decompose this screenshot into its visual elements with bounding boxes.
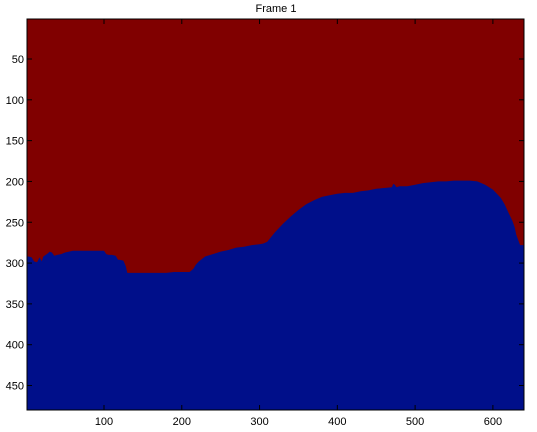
y-tick-label: 300 <box>6 258 24 270</box>
y-axis: 50 100 150 200 250 300 350 400 450 <box>6 54 524 393</box>
lower-region <box>27 180 524 410</box>
chart-title: Frame 1 <box>256 3 297 15</box>
x-tick-label: 100 <box>95 416 113 428</box>
axes-box <box>26 18 525 411</box>
y-tick-label: 450 <box>6 381 24 393</box>
x-tick-label: 300 <box>250 416 268 428</box>
y-tick-label: 250 <box>6 217 24 229</box>
y-tick-label: 350 <box>6 299 24 311</box>
x-tick-label: 500 <box>406 416 424 428</box>
x-tick-label: 200 <box>173 416 191 428</box>
y-tick-label: 400 <box>6 340 24 352</box>
y-tick-label: 50 <box>12 54 24 66</box>
plot-area <box>26 18 525 411</box>
x-axis: 100 200 300 400 500 600 <box>95 19 502 428</box>
x-tick-label: 600 <box>484 416 502 428</box>
x-tick-label: 400 <box>328 416 346 428</box>
y-tick-label: 100 <box>6 95 24 107</box>
y-tick-label: 200 <box>6 176 24 188</box>
y-tick-label: 150 <box>6 136 24 148</box>
